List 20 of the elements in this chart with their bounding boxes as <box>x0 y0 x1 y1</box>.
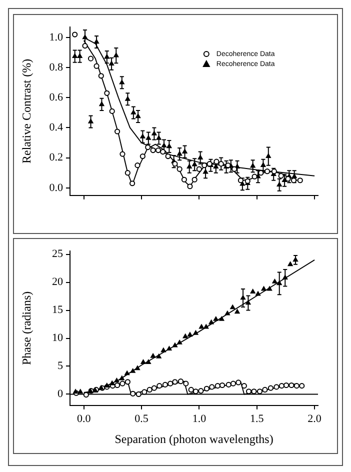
x-tick-label: 1.0 <box>192 412 207 425</box>
y-tick-label: 0.2 <box>49 152 63 164</box>
x-tick-label: 0.0 <box>76 412 92 425</box>
y-tick-label: 5 <box>58 360 64 372</box>
y-tick-label: 25 <box>52 248 64 260</box>
y-tick-label: 15 <box>52 304 64 316</box>
y-tick-label: 0 <box>58 388 64 400</box>
x-tick-label: 1.5 <box>250 412 264 425</box>
y-tick-label: 1.0 <box>49 31 64 44</box>
y-tick-label: 0.6 <box>49 92 64 104</box>
y-axis-title: Relative Contrast (%) <box>19 58 34 164</box>
y-tick-label: 20 <box>52 276 64 288</box>
y-tick-label: 0.4 <box>49 122 64 134</box>
x-tick-label: 2.0 <box>308 412 322 425</box>
x-axis-title: Separation (photon wavelengths) <box>114 432 274 446</box>
y-tick-label: 0.8 <box>49 61 64 74</box>
x-tick-label: 0.5 <box>134 412 149 425</box>
y-axis-title: Phase (radians) <box>19 291 34 366</box>
y-tick-label: 10 <box>52 332 64 344</box>
y-tick-label: 0.0 <box>49 182 64 194</box>
